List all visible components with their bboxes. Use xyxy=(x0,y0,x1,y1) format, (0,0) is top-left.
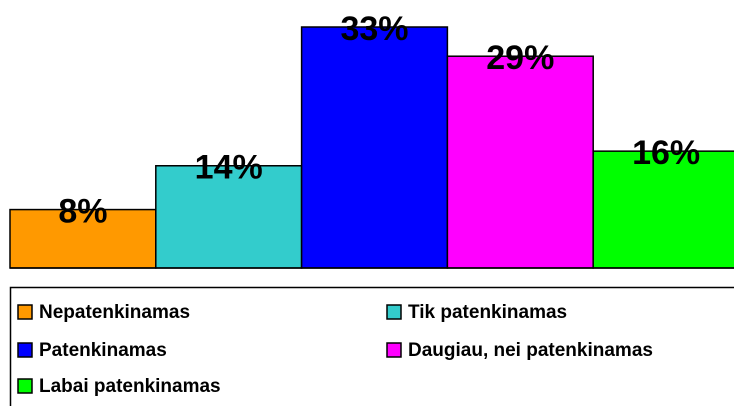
bar xyxy=(446,55,594,269)
legend-label: Nepatenkinamas xyxy=(39,302,190,323)
legend-label: Daugiau, nei patenkinamas xyxy=(408,340,653,361)
bar xyxy=(592,150,734,269)
legend-swatch xyxy=(17,304,33,320)
value-label: 8% xyxy=(58,193,107,231)
legend-swatch xyxy=(386,342,402,358)
legend-swatch xyxy=(17,342,33,358)
value-label: 14% xyxy=(195,149,263,187)
value-label: 29% xyxy=(486,39,554,77)
value-label: 33% xyxy=(340,10,408,48)
bar xyxy=(300,26,449,269)
legend-box xyxy=(9,286,734,406)
legend-label: Labai patenkinamas xyxy=(39,376,221,397)
value-label: 16% xyxy=(632,134,700,172)
bar xyxy=(155,165,303,269)
legend-label: Tik patenkinamas xyxy=(408,302,567,323)
legend-label: Patenkinamas xyxy=(39,340,167,361)
bar xyxy=(9,208,157,269)
legend-swatch xyxy=(386,304,402,320)
legend-swatch xyxy=(17,378,33,394)
